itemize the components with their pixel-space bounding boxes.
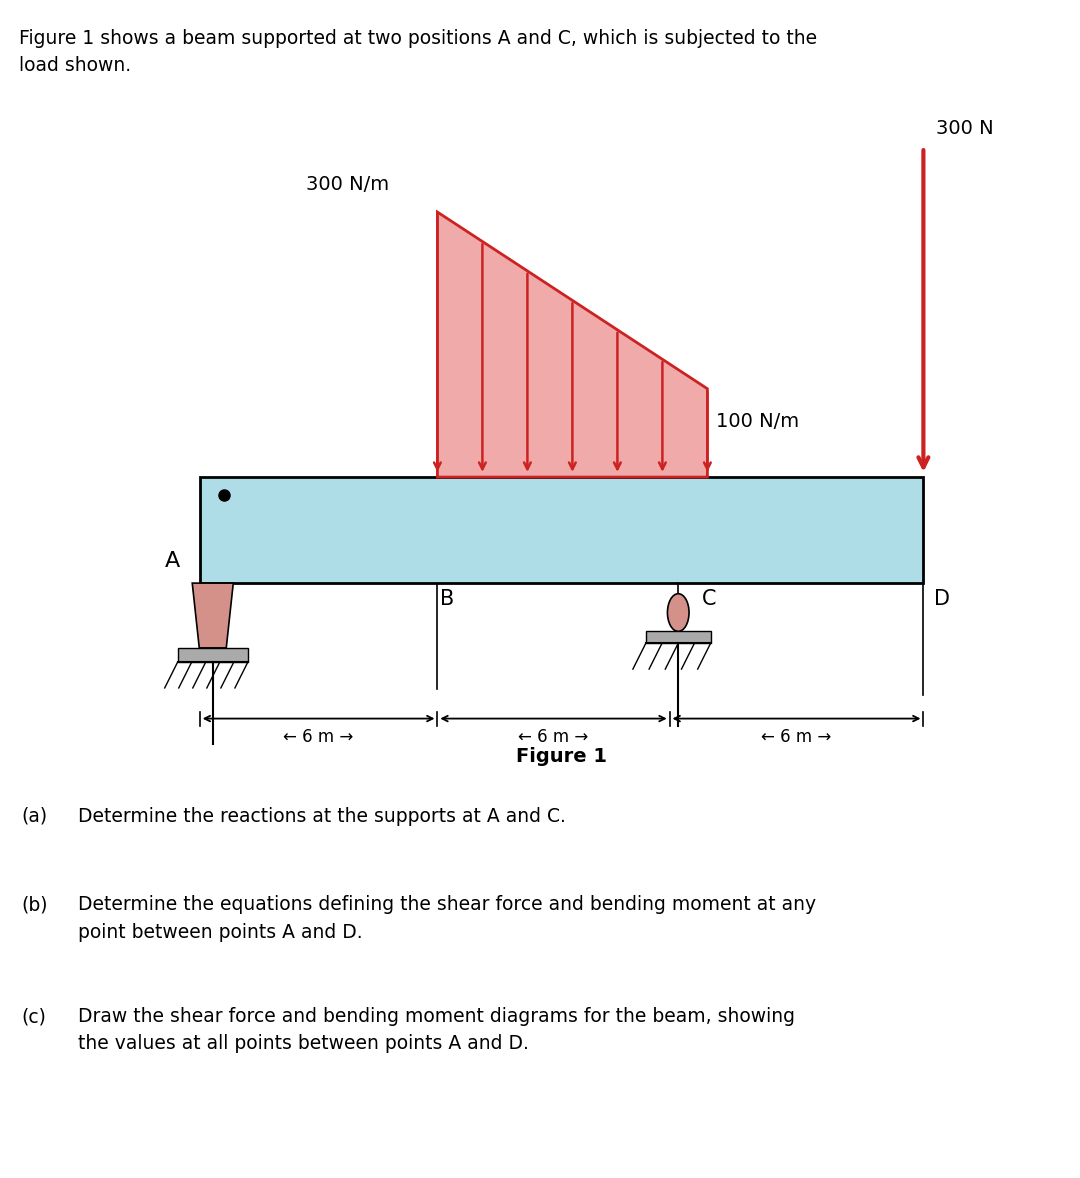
Text: Figure 1 shows a beam supported at two positions A and C, which is subjected to : Figure 1 shows a beam supported at two p… xyxy=(19,29,818,75)
Text: 300 N: 300 N xyxy=(936,119,994,138)
Text: C: C xyxy=(702,589,716,609)
Text: D: D xyxy=(934,589,950,609)
Text: Determine the reactions at the supports at A and C.: Determine the reactions at the supports … xyxy=(78,807,566,826)
Text: ← 6 m →: ← 6 m → xyxy=(518,728,589,746)
Text: 300 N/m: 300 N/m xyxy=(306,176,389,194)
Bar xyxy=(177,648,248,662)
Text: ← 6 m →: ← 6 m → xyxy=(283,728,354,746)
Text: (c): (c) xyxy=(22,1007,46,1026)
Bar xyxy=(200,477,923,583)
Text: Draw the shear force and bending moment diagrams for the beam, showing
the value: Draw the shear force and bending moment … xyxy=(78,1007,795,1053)
Text: 100 N/m: 100 N/m xyxy=(716,412,799,431)
Text: Determine the equations defining the shear force and bending moment at any
point: Determine the equations defining the she… xyxy=(78,895,815,941)
Text: B: B xyxy=(440,589,454,609)
Text: A: A xyxy=(165,551,180,571)
Text: ← 6 m →: ← 6 m → xyxy=(761,728,832,746)
Text: (a): (a) xyxy=(22,807,48,826)
Text: Figure 1: Figure 1 xyxy=(516,747,607,766)
Polygon shape xyxy=(192,583,233,648)
Bar xyxy=(646,631,711,643)
Polygon shape xyxy=(437,212,707,477)
Ellipse shape xyxy=(667,594,689,631)
Text: (b): (b) xyxy=(22,895,49,914)
